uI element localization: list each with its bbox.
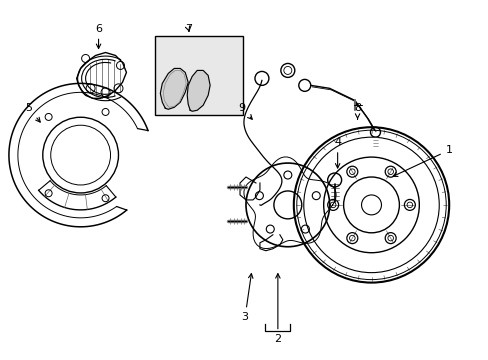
- Text: 1: 1: [392, 145, 452, 176]
- Text: 3: 3: [241, 274, 252, 323]
- Text: 2: 2: [274, 274, 281, 345]
- Polygon shape: [160, 68, 188, 109]
- Bar: [155, 36, 243, 115]
- Text: 6: 6: [95, 24, 102, 49]
- Text: 9: 9: [238, 103, 252, 119]
- Polygon shape: [187, 71, 210, 111]
- Text: 8: 8: [353, 103, 360, 119]
- Text: 5: 5: [25, 103, 40, 122]
- Text: 4: 4: [333, 137, 341, 168]
- Text: 7: 7: [184, 24, 191, 33]
